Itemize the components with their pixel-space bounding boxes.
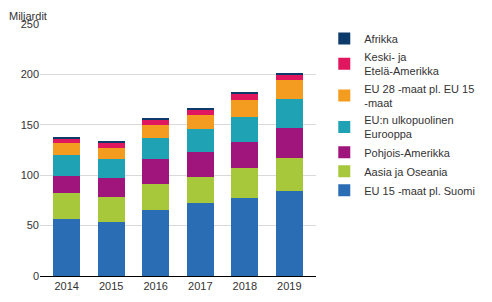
svg-text:Aasia ja Oseania: Aasia ja Oseania <box>364 166 448 178</box>
svg-text:Miljardit: Miljardit <box>9 10 47 22</box>
svg-text:Pohjois-Amerikka: Pohjois-Amerikka <box>364 147 450 159</box>
svg-text:Afrikka: Afrikka <box>364 33 399 45</box>
svg-text:100: 100 <box>21 169 39 181</box>
svg-text:EU:n ulkopuolinenEurooppa: EU:n ulkopuolinenEurooppa <box>364 114 453 140</box>
svg-text:Keski- jaEtelä-Amerikka: Keski- jaEtelä-Amerikka <box>364 51 439 77</box>
svg-text:200: 200 <box>21 68 39 80</box>
svg-text:250: 250 <box>21 18 39 30</box>
svg-text:EU 15 -maat pl. Suomi: EU 15 -maat pl. Suomi <box>364 185 475 197</box>
svg-text:50: 50 <box>27 219 39 231</box>
svg-text:2014: 2014 <box>54 280 78 292</box>
svg-text:150: 150 <box>21 119 39 131</box>
svg-text:2015: 2015 <box>99 280 123 292</box>
svg-text:2019: 2019 <box>277 280 301 292</box>
svg-text:2016: 2016 <box>143 280 167 292</box>
svg-text:EU 28 -maat pl. EU 15-maat: EU 28 -maat pl. EU 15-maat <box>364 83 474 109</box>
svg-text:2018: 2018 <box>233 280 257 292</box>
svg-text:0: 0 <box>33 270 39 282</box>
svg-text:2017: 2017 <box>188 280 212 292</box>
